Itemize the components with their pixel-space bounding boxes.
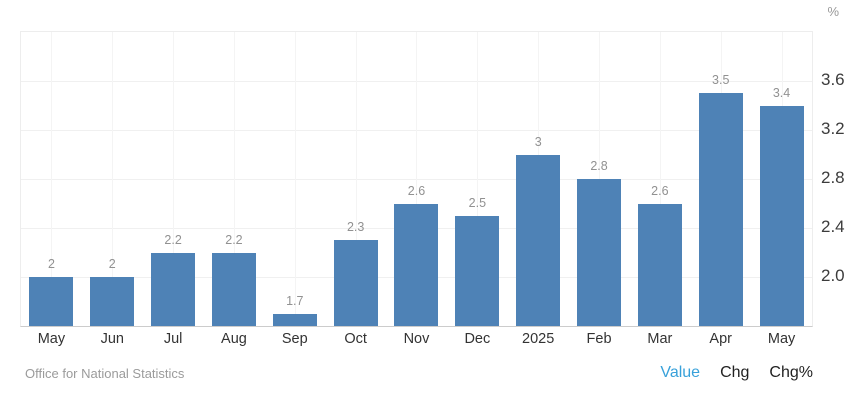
chart-column: 2 [21, 32, 82, 326]
y-axis-tick-label: 2.8 [821, 168, 845, 187]
bar-apr[interactable] [698, 93, 743, 326]
chart-column: 2.2 [204, 32, 265, 326]
bar-nov[interactable] [394, 203, 439, 326]
x-axis-tick-label: 2025 [522, 331, 555, 347]
bar-value-label: 2.6 [651, 183, 669, 198]
plot-area: 2 2 2.2 2.2 1.7 2.3 2.6 2.5 3 2.8 2.6 3.5 3.4 [20, 31, 813, 327]
x-gridline [659, 32, 661, 326]
x-axis-tick-label: Nov [403, 331, 430, 347]
x-axis-tick-label: May [37, 331, 66, 347]
bar-value-label: 3 [534, 134, 542, 149]
chart-column: 2.5 [447, 32, 508, 326]
x-axis-tick-label: Oct [344, 331, 367, 347]
bar-value-label: 2.5 [468, 195, 487, 210]
bar-feb[interactable] [577, 179, 622, 326]
bar-dec[interactable] [455, 215, 500, 326]
x-gridline [477, 32, 479, 326]
bar-value-label: 2 [108, 257, 116, 271]
bar-may[interactable] [759, 105, 804, 326]
bar-value-label: 2.2 [225, 232, 243, 247]
bar-value-label: 3.5 [712, 73, 730, 88]
bar-value-label: 2.3 [346, 220, 365, 235]
chart-column: 2 [82, 32, 143, 326]
bar-value-label: 1.7 [286, 293, 304, 308]
x-axis-tick-label: Mar [647, 331, 673, 347]
chart-column: 2.8 [569, 32, 630, 326]
chart-column: 2.3 [325, 32, 386, 326]
bar-2025[interactable] [516, 154, 561, 326]
x-gridline [294, 32, 296, 326]
x-axis-tick-label: Sep [281, 331, 308, 347]
x-axis-tick-label: May [767, 331, 796, 347]
tab-value[interactable]: Value [660, 364, 701, 381]
bar-jul[interactable] [151, 252, 196, 326]
x-axis-tick-label: Jun [100, 331, 124, 347]
bar-aug[interactable] [211, 252, 256, 326]
x-gridline [112, 32, 114, 326]
x-axis-tick-label: Feb [586, 331, 612, 347]
x-axis-tick-label: Jul [163, 331, 183, 347]
bar-oct[interactable] [333, 240, 378, 326]
y-axis-tick-label: 2.4 [821, 217, 845, 236]
y-axis-tick-label: 3.6 [821, 70, 845, 89]
chart-column: 1.7 [264, 32, 325, 326]
bar-mar[interactable] [637, 203, 682, 326]
x-axis-tick-label: Aug [221, 331, 247, 347]
bar-value-label: 2 [47, 257, 55, 271]
x-gridline [51, 32, 53, 326]
y-axis-tick-label: 3.2 [821, 119, 845, 138]
source-attribution: Office for National Statistics [25, 366, 185, 381]
bar-value-label: 2.6 [407, 183, 426, 198]
x-axis-tick-label: Dec [464, 331, 491, 347]
x-gridline [416, 32, 418, 326]
tab-chg[interactable]: Chg [720, 364, 750, 381]
y-axis-unit-label: % [827, 4, 839, 19]
chart-view-tabs: Value Chg Chg% [660, 364, 813, 382]
bar-value-label: 3.4 [772, 85, 791, 100]
x-gridline [173, 32, 175, 326]
x-gridline [233, 32, 235, 326]
tab-chg-percent[interactable]: Chg% [769, 364, 813, 381]
chart-column: 2.2 [143, 32, 204, 326]
chart-column: 3.4 [751, 32, 812, 326]
x-gridline [355, 32, 357, 326]
bar-may[interactable] [29, 277, 74, 326]
chart-column: 2.6 [386, 32, 447, 326]
bar-value-label: 2.8 [590, 159, 608, 173]
x-axis-tick-label: Apr [709, 331, 732, 347]
bar-value-label: 2.2 [164, 232, 182, 247]
bar-jun[interactable] [90, 277, 135, 326]
y-axis-tick-label: 2.0 [821, 266, 845, 285]
x-axis: May Jun Jul Aug Sep Oct Nov Dec 2025 Feb Mar Apr May [21, 331, 812, 349]
chart-column: 3 [508, 32, 569, 326]
chart-column: 3.5 [690, 32, 751, 326]
chart-column: 2.6 [629, 32, 690, 326]
bar-sep[interactable] [272, 313, 317, 326]
